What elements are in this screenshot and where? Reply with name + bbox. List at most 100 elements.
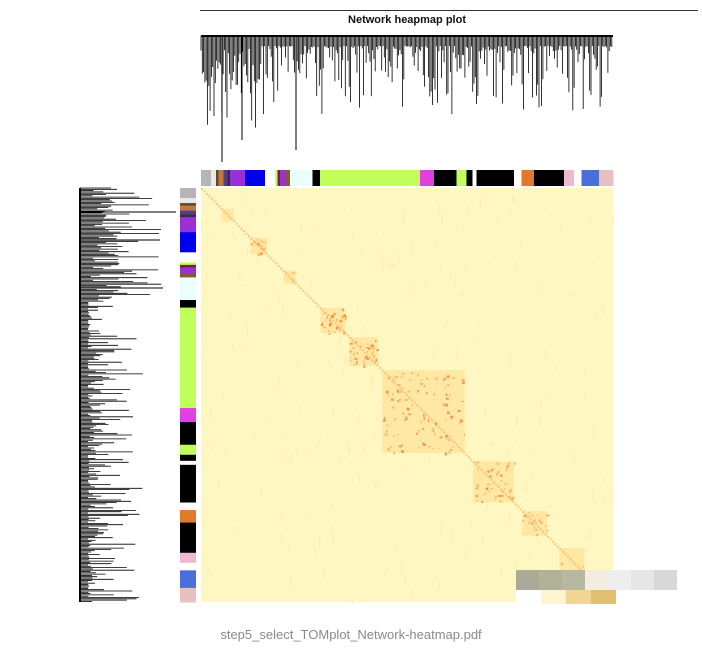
heatmap-diagonal-cell	[230, 217, 233, 220]
heatmap-diagonal-cell	[435, 423, 438, 426]
module-color-segment	[180, 460, 196, 466]
heatmap-matrix	[201, 188, 614, 604]
module-color-segment	[420, 170, 435, 186]
heatmap-cell	[335, 318, 338, 322]
heatmap-cell	[349, 359, 352, 362]
heatmap-cell	[417, 373, 419, 377]
heatmap-cell	[455, 416, 457, 419]
heatmap-cell	[269, 415, 271, 421]
heatmap-cell	[380, 252, 382, 258]
heatmap-cell	[554, 397, 556, 400]
heatmap-cell	[307, 567, 309, 571]
heatmap-cell	[465, 264, 467, 274]
heatmap-cell	[501, 474, 503, 476]
heatmap-cell	[285, 281, 288, 283]
module-color-segment	[466, 170, 473, 186]
heatmap-cell	[281, 532, 283, 544]
heatmap-cell	[398, 252, 400, 264]
heatmap-cell	[292, 272, 295, 275]
heatmap-diagonal-cell	[485, 473, 488, 476]
heatmap-cell	[257, 242, 260, 246]
heatmap-cell	[426, 392, 428, 395]
module-color-segment	[180, 444, 196, 456]
heatmap-cell	[500, 474, 503, 477]
module-color-segment	[180, 203, 196, 207]
left-module-color-bar	[180, 188, 196, 603]
heatmap-cell	[328, 360, 330, 363]
heatmap-cell	[500, 227, 502, 230]
heatmap-cell	[398, 399, 402, 401]
heatmap-cell	[401, 444, 403, 447]
heatmap-cell	[370, 353, 373, 356]
heatmap-diagonal-cell	[406, 394, 409, 397]
heatmap-cell	[445, 393, 448, 396]
module-color-segment	[434, 170, 457, 186]
module-color-segment	[574, 170, 582, 186]
heatmap-diagonal-cell	[369, 356, 372, 359]
heatmap-cell	[404, 575, 406, 587]
heatmap-cell	[555, 365, 557, 372]
heatmap-diagonal-cell	[364, 351, 367, 354]
heatmap-cell	[278, 376, 280, 388]
heatmap-cell	[499, 467, 502, 469]
heatmap-cell	[382, 407, 384, 409]
heatmap-cell	[438, 402, 440, 412]
heatmap-cell	[207, 229, 209, 237]
heatmap-cell	[361, 246, 363, 258]
heatmap-cell	[382, 260, 384, 271]
heatmap-cell	[359, 474, 361, 483]
heatmap-cell	[203, 518, 205, 527]
heatmap-cell	[375, 339, 377, 343]
heatmap-cell	[483, 493, 485, 496]
heatmap-diagonal-cell	[359, 346, 362, 349]
heatmap-cell	[485, 487, 489, 490]
heatmap-diagonal-cell	[344, 332, 347, 335]
heatmap-cell	[504, 466, 507, 468]
heatmap-diagonal-cell	[408, 396, 411, 399]
heatmap-cell	[285, 279, 287, 281]
heatmap-cell	[325, 319, 327, 322]
heatmap-diagonal-cell	[270, 257, 273, 260]
heatmap-cell	[529, 550, 531, 558]
heatmap-cell	[540, 522, 543, 524]
heatmap-cell	[423, 417, 426, 420]
heatmap-diagonal-cell	[297, 284, 300, 287]
heatmap-cell	[487, 501, 489, 510]
module-color-segment	[472, 170, 477, 186]
module-color-segment	[216, 170, 219, 186]
heatmap-cell	[505, 468, 508, 471]
heatmap-cell	[210, 409, 212, 421]
heatmap-cell	[428, 374, 431, 377]
heatmap-cell	[537, 523, 541, 527]
heatmap-cell	[450, 415, 454, 419]
heatmap-diagonal-cell	[346, 334, 349, 337]
heatmap-cell	[452, 446, 455, 448]
heatmap-cell	[328, 332, 332, 335]
heatmap-diagonal-cell	[356, 344, 359, 347]
heatmap-cell	[398, 445, 402, 448]
heatmap-cell	[351, 347, 355, 349]
top-rule	[200, 10, 698, 11]
heatmap-cell	[286, 276, 289, 278]
heatmap-cell	[230, 219, 233, 221]
heatmap-cell	[546, 514, 550, 517]
heatmap-cell	[226, 219, 229, 222]
heatmap-cell	[292, 278, 295, 281]
heatmap-cell	[339, 319, 343, 323]
heatmap-cell	[222, 219, 226, 222]
heatmap-cell	[509, 488, 512, 492]
heatmap-cell	[367, 347, 371, 350]
heatmap-cell	[476, 477, 478, 479]
heatmap-diagonal-cell	[416, 404, 419, 407]
heatmap-cell	[233, 218, 235, 221]
heatmap-cell	[393, 377, 396, 379]
heatmap-diagonal-cell	[453, 441, 456, 444]
heatmap-cell	[373, 355, 376, 358]
heatmap-cell	[355, 350, 357, 353]
heatmap-cell	[399, 390, 403, 393]
heatmap-cell	[612, 490, 614, 500]
heatmap-cell	[540, 397, 542, 407]
heatmap-cell	[332, 534, 334, 546]
heatmap-cell	[356, 352, 358, 355]
heatmap-cell	[277, 292, 279, 305]
